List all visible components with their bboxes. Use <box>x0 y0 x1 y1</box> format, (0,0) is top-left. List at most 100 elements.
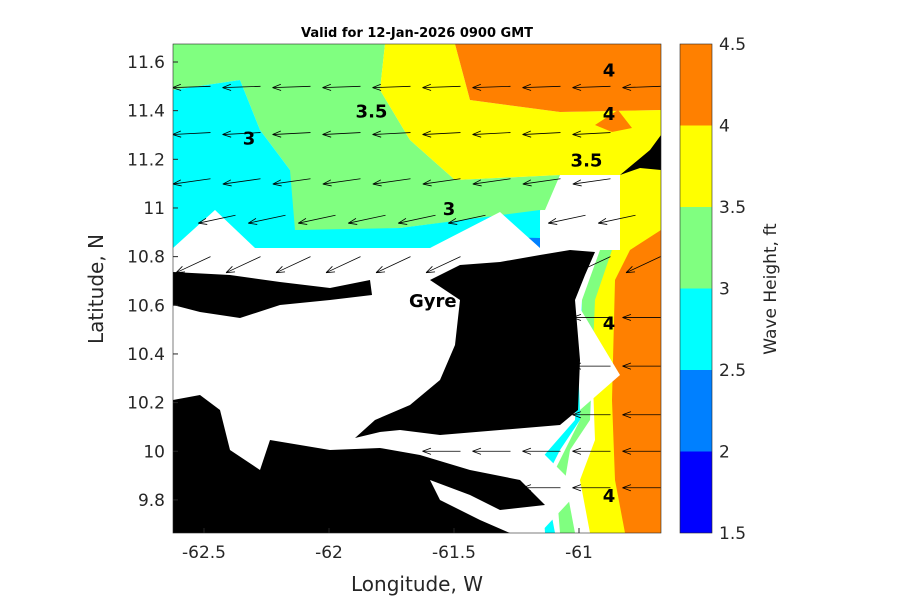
wind-arrow <box>173 83 211 91</box>
wind-arrow <box>575 256 611 274</box>
wind-arrow <box>622 313 661 321</box>
contour-fill: Gyre 4 4 3.5 3.5 3 3 4 4 <box>173 44 661 533</box>
plot-frame <box>172 43 662 534</box>
colorbar-segment <box>680 207 712 289</box>
wind-arrow <box>572 447 611 455</box>
y-tick-label: 11.6 <box>127 53 165 73</box>
wind-arrow <box>522 178 561 187</box>
wind-arrow <box>425 256 461 274</box>
colorbar-tick-label: 1.5 <box>719 524 746 544</box>
no-data-area <box>575 300 620 410</box>
wind-arrow <box>222 130 261 138</box>
colorbar-tick-label: 4 <box>719 117 730 137</box>
wind-arrow <box>398 214 436 225</box>
wind-arrow <box>622 411 661 419</box>
wind-arrow <box>622 484 661 492</box>
y-tick-label: 10 <box>143 442 165 462</box>
colorbar-tick-label: 3.5 <box>719 198 746 218</box>
contour-label: 3 <box>443 199 456 220</box>
contour-label: 3 <box>243 128 256 149</box>
land-southern-coast <box>173 395 545 533</box>
colorbar-tick-label: 3 <box>719 280 730 300</box>
wind-arrow <box>272 130 311 138</box>
contour-region-2.5-3 <box>173 80 540 248</box>
wind-arrow <box>375 256 411 274</box>
contour-label: 4 <box>603 486 616 507</box>
wind-arrow <box>175 256 211 274</box>
contour-labels: 4 4 3.5 3.5 3 3 4 4 <box>243 60 616 507</box>
x-axis-label: Longitude, W <box>351 572 483 596</box>
y-tick-label: 11.4 <box>127 102 165 122</box>
wind-arrow <box>322 130 361 138</box>
colorbar-tick-label: 2 <box>719 443 730 463</box>
colorbar-label: Wave Height, ft <box>761 223 781 355</box>
contour-region-4-4.5-right <box>612 230 661 533</box>
wind-arrow <box>522 83 561 91</box>
wind-arrow <box>275 256 311 274</box>
x-tick-label: -62 <box>315 543 343 563</box>
wind-arrow <box>472 178 511 187</box>
y-tick-label: 9.8 <box>138 491 165 511</box>
wind-arrow <box>572 83 611 91</box>
wind-arrow <box>222 83 261 91</box>
chart-title: Valid for 12-Jan-2026 0900 GMT <box>301 26 533 41</box>
wind-arrow <box>522 130 561 138</box>
wind-arrow <box>572 484 611 492</box>
wind-arrow <box>448 214 486 225</box>
wind-arrow <box>372 130 411 138</box>
colorbar-tick-label: 4.5 <box>719 35 746 55</box>
wind-arrow <box>173 178 211 187</box>
land-trinidad <box>355 250 595 438</box>
wind-arrow <box>248 214 286 225</box>
wind-arrow <box>222 178 261 187</box>
wind-arrow <box>372 83 411 91</box>
colorbar-segment <box>680 370 712 452</box>
y-tick-label: 11 <box>143 199 165 219</box>
colorbar: 1.5 2 2.5 3 3.5 4 4.5 <box>679 35 746 544</box>
contour-label: 4 <box>603 104 616 125</box>
wind-arrow <box>348 214 386 225</box>
colorbar-segment <box>680 125 712 207</box>
wind-arrow <box>522 484 561 492</box>
land-northeast-islet <box>620 135 661 175</box>
colorbar-frame <box>679 43 713 534</box>
wind-arrow <box>225 256 261 274</box>
colorbar-tick-label: 2.5 <box>719 361 746 381</box>
contour-region-4-4.5 <box>455 44 661 112</box>
contour-label: 4 <box>603 60 616 81</box>
wind-arrow <box>173 130 211 138</box>
colorbar-segment <box>680 451 712 533</box>
wind-arrow <box>472 447 511 455</box>
x-tick-label: -61.5 <box>432 543 476 563</box>
wind-arrow <box>472 484 511 492</box>
x-tick-label: -62.5 <box>182 543 226 563</box>
wind-vectors <box>173 83 661 492</box>
place-label: Gyre <box>409 291 457 312</box>
y-axis: 9.8 10 10.2 10.4 10.6 10.8 11 11.2 11.4 11.6 <box>127 53 178 511</box>
contour-label: 3.5 <box>356 102 388 123</box>
colorbar-segment <box>680 288 712 370</box>
y-axis-label: Latitude, N <box>84 234 108 344</box>
wind-arrow <box>572 313 611 321</box>
wind-arrow <box>572 130 611 138</box>
wind-arrow <box>372 178 411 187</box>
y-tick-label: 10.4 <box>127 345 165 365</box>
wind-arrow <box>322 83 361 91</box>
wind-arrow <box>325 256 361 274</box>
y-tick-label: 10.8 <box>127 248 165 268</box>
wind-arrow <box>598 214 636 225</box>
y-tick-label: 11.2 <box>127 150 165 170</box>
y-tick-label: 10.2 <box>127 394 165 414</box>
wind-arrow <box>422 130 461 138</box>
wind-arrow <box>272 83 311 91</box>
wind-arrow <box>322 178 361 187</box>
contour-region-3-3.5 <box>173 44 560 232</box>
contour-region-3.5-4 <box>380 44 661 180</box>
wind-arrow <box>622 447 661 455</box>
wind-arrow <box>272 178 311 187</box>
wind-arrow <box>472 83 511 91</box>
contour-region-4-4.5-small <box>595 110 632 132</box>
wind-arrow <box>422 83 461 91</box>
